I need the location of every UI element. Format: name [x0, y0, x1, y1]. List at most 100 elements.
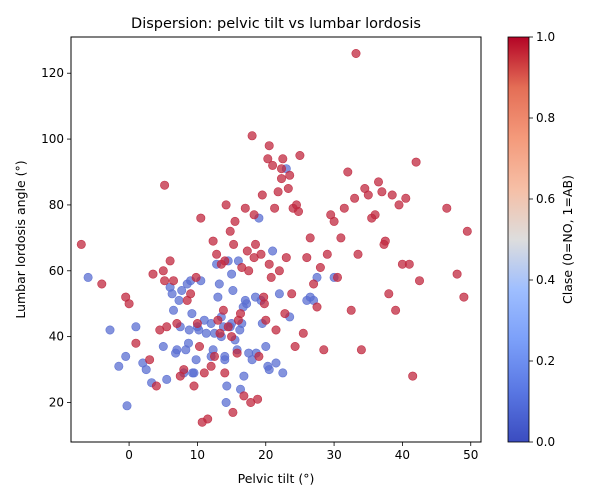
points-layer	[76, 48, 472, 427]
data-point-class-1	[285, 170, 295, 180]
data-point-class-1	[251, 239, 261, 249]
data-point-class-0	[239, 371, 249, 381]
data-point-class-1	[329, 216, 339, 226]
data-point-class-1	[256, 249, 266, 259]
data-point-class-1	[293, 207, 303, 217]
data-point-class-1	[124, 299, 134, 309]
data-point-class-1	[266, 272, 276, 282]
data-point-class-1	[387, 190, 397, 200]
data-point-class-1	[273, 187, 283, 197]
data-point-class-0	[105, 325, 115, 335]
data-point-class-1	[319, 345, 329, 355]
data-point-class-1	[404, 259, 414, 269]
data-point-class-1	[261, 315, 271, 325]
data-point-class-0	[274, 289, 284, 299]
data-point-class-1	[336, 233, 346, 243]
data-point-class-1	[401, 193, 411, 203]
data-point-class-0	[122, 401, 132, 411]
colorbar-tick-label: 0.4	[536, 273, 555, 287]
data-point-class-0	[114, 361, 124, 371]
data-point-class-1	[346, 305, 356, 315]
data-point-class-1	[459, 292, 469, 302]
data-point-class-1	[208, 236, 218, 246]
data-point-class-0	[184, 338, 194, 348]
data-point-class-1	[257, 190, 267, 200]
data-point-class-1	[206, 361, 216, 371]
data-point-class-0	[213, 292, 223, 302]
data-point-class-1	[322, 249, 332, 259]
data-point-class-0	[268, 246, 278, 256]
data-point-class-1	[414, 276, 424, 286]
data-point-class-1	[212, 249, 222, 259]
data-point-class-1	[244, 266, 254, 276]
data-point-class-1	[221, 200, 231, 210]
colorbar-tick-label: 0.2	[536, 354, 555, 368]
data-point-class-1	[373, 177, 383, 187]
data-point-class-0	[261, 341, 271, 351]
data-point-class-1	[195, 341, 205, 351]
data-point-class-1	[379, 239, 389, 249]
y-tick-label: 120	[41, 66, 64, 80]
data-point-class-1	[223, 322, 233, 332]
data-point-class-0	[214, 279, 224, 289]
data-point-class-1	[332, 272, 342, 282]
data-point-class-1	[462, 226, 472, 236]
data-point-class-1	[295, 151, 305, 161]
x-tick-label: 0	[125, 448, 133, 462]
colorbar-tick-label: 0.0	[536, 435, 555, 449]
data-point-class-0	[167, 289, 177, 299]
data-point-class-0	[83, 272, 93, 282]
data-point-class-1	[186, 289, 196, 299]
data-point-class-1	[384, 289, 394, 299]
data-point-class-1	[253, 394, 263, 404]
data-point-class-1	[131, 338, 141, 348]
data-point-class-1	[350, 193, 360, 203]
data-point-class-1	[151, 381, 161, 391]
data-point-class-0	[174, 295, 184, 305]
data-point-class-1	[391, 305, 401, 315]
data-point-class-0	[121, 351, 131, 361]
data-point-class-1	[442, 203, 452, 213]
data-point-class-1	[160, 180, 170, 190]
data-point-class-1	[220, 368, 230, 378]
data-point-class-1	[213, 315, 223, 325]
y-tick-label: 80	[49, 198, 64, 212]
data-point-class-1	[287, 289, 297, 299]
colorbar-tick-label: 1.0	[536, 30, 555, 44]
data-point-class-0	[184, 325, 194, 335]
data-point-class-0	[263, 361, 273, 371]
data-point-class-1	[199, 368, 209, 378]
y-tick-label: 100	[41, 132, 64, 146]
colorbar-label: Clase (0=NO, 1=AB)	[560, 175, 575, 304]
data-point-class-1	[315, 262, 325, 272]
data-point-class-1	[353, 249, 363, 259]
data-point-class-1	[312, 302, 322, 312]
data-point-class-1	[227, 332, 237, 342]
colorbar	[507, 36, 530, 443]
y-tick-label: 40	[49, 330, 64, 344]
x-tick-label: 40	[395, 448, 410, 462]
data-point-class-1	[408, 371, 418, 381]
data-point-class-1	[172, 318, 182, 328]
data-point-class-1	[239, 391, 249, 401]
y-axis: 20 40 60 80 100 120	[41, 66, 71, 409]
data-point-class-1	[225, 226, 235, 236]
y-tick-label: 20	[49, 395, 64, 409]
x-tick-label: 20	[258, 448, 273, 462]
data-point-class-1	[343, 167, 353, 177]
data-point-class-1	[280, 309, 290, 319]
data-point-class-1	[309, 279, 319, 289]
data-point-class-1	[276, 174, 286, 184]
data-point-class-0	[188, 368, 198, 378]
chart-title: Dispersion: pelvic tilt vs lumbar lordos…	[131, 16, 421, 32]
data-point-class-1	[268, 160, 278, 170]
plot-frame	[70, 36, 482, 443]
data-point-class-1	[290, 341, 300, 351]
data-point-class-1	[254, 351, 264, 361]
data-point-class-0	[220, 351, 230, 361]
y-axis-label: Lumbar lordosis angle (°)	[13, 160, 28, 318]
data-point-class-0	[177, 285, 187, 295]
data-point-class-1	[210, 351, 220, 361]
